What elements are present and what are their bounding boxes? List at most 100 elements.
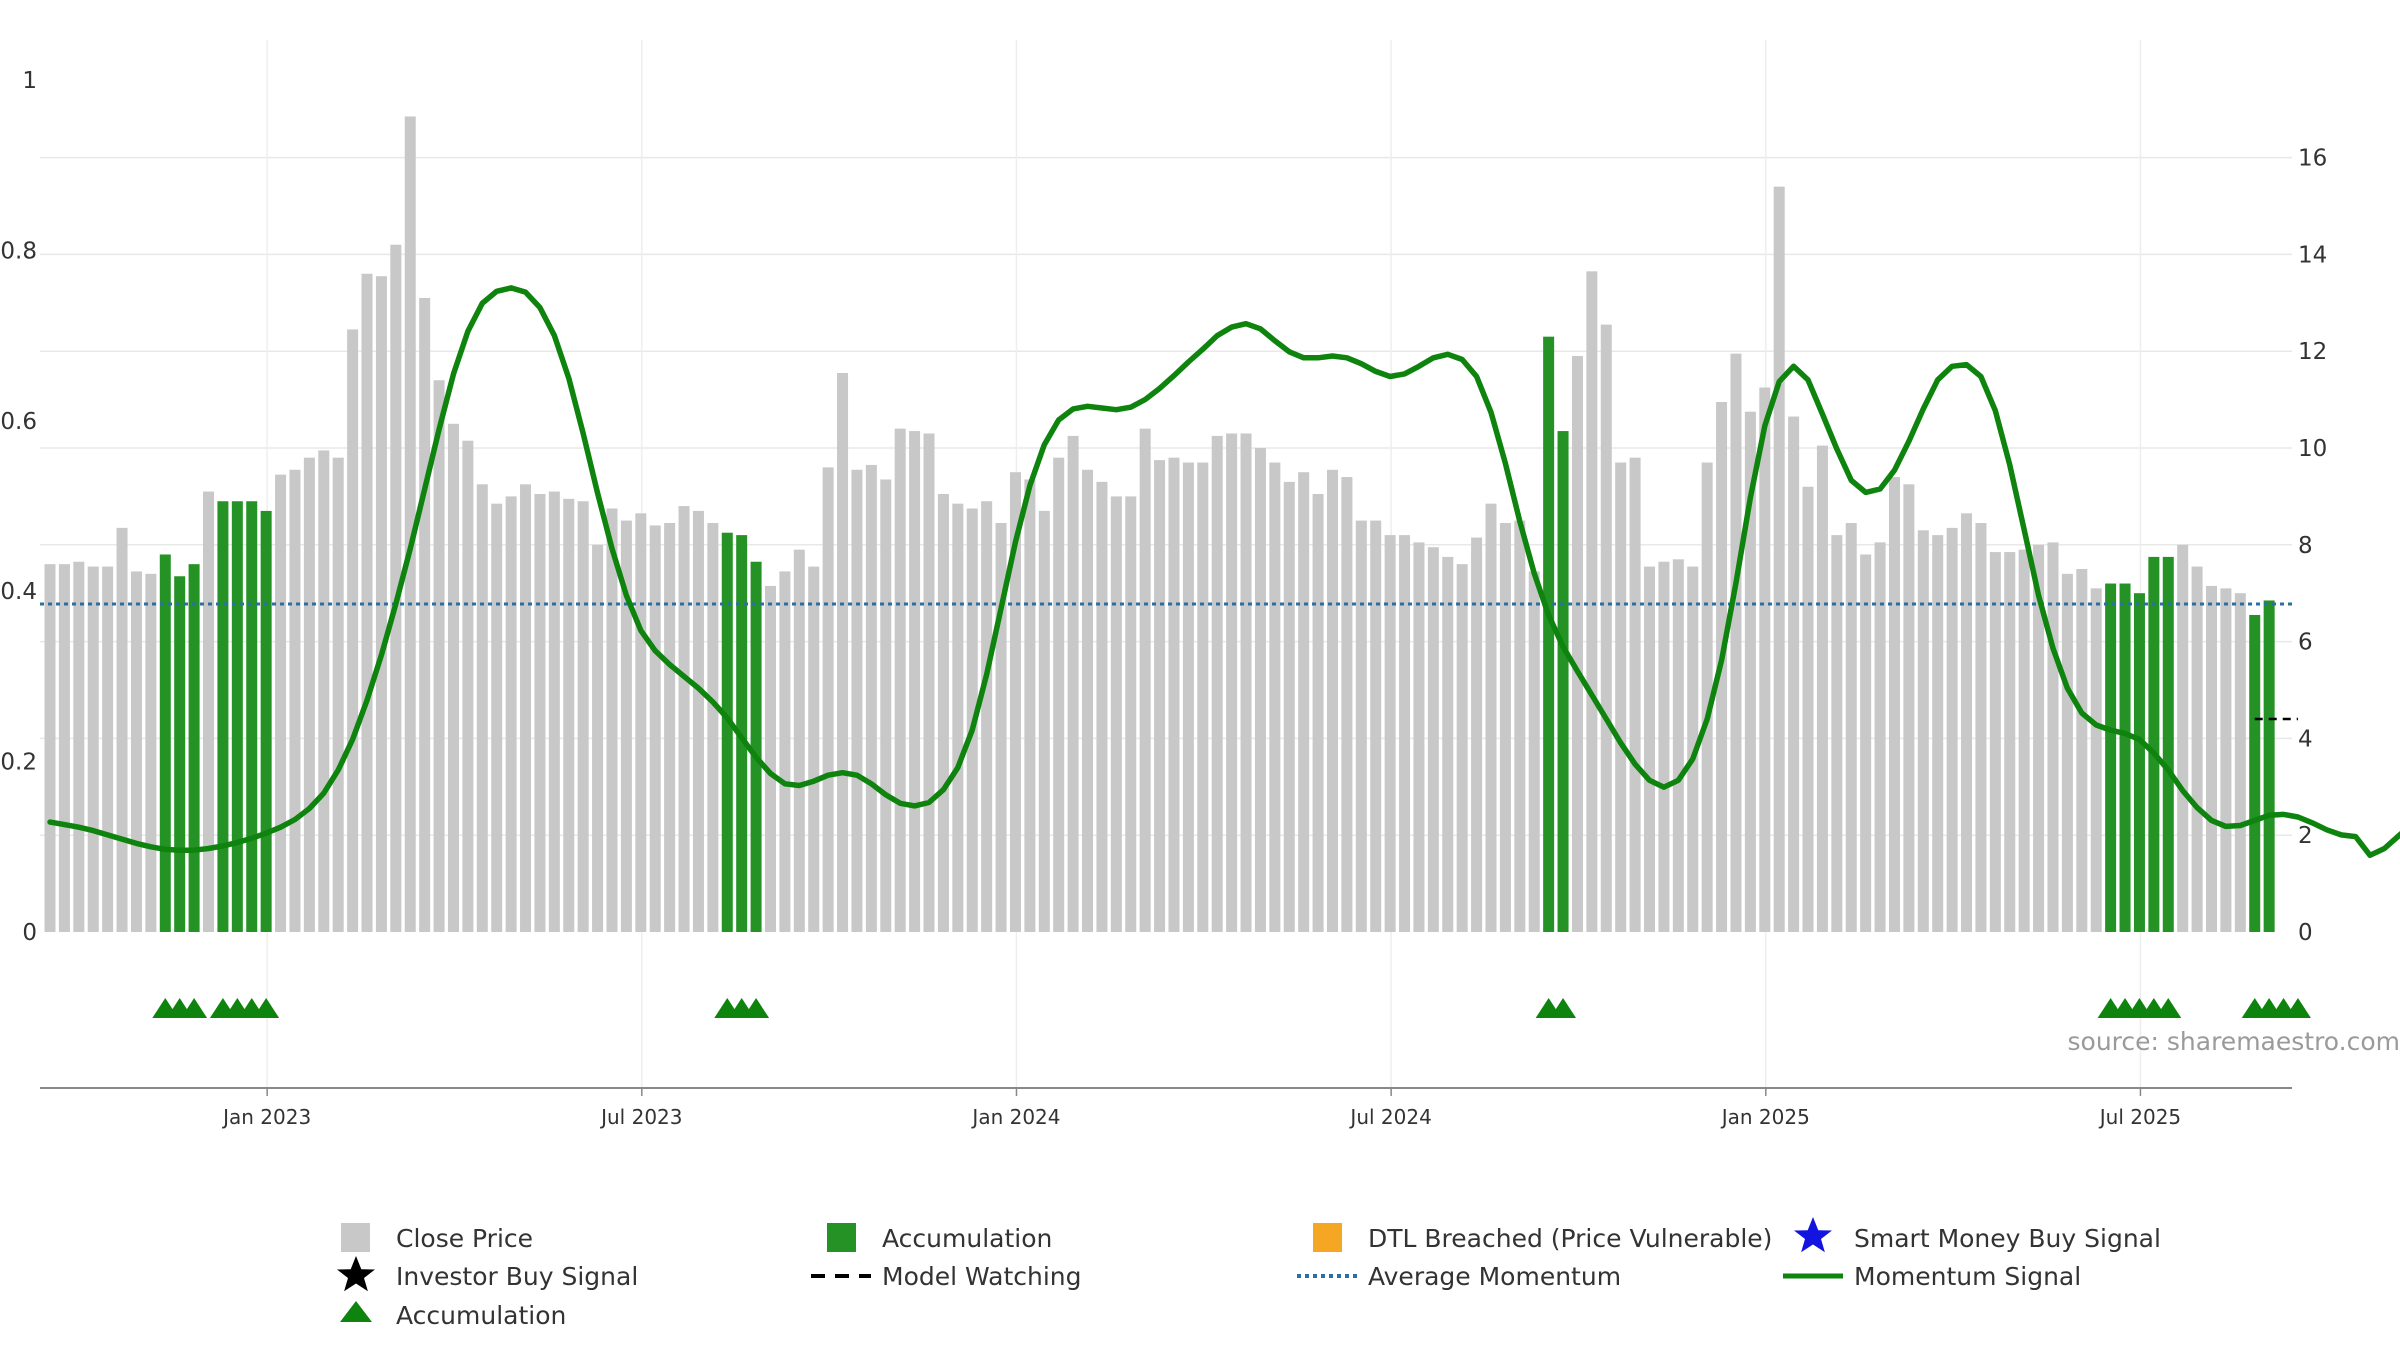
close-price-bar [1860,554,1872,932]
close-price-bar [318,450,330,932]
close-price-bar [433,380,445,932]
close-price-bar [491,503,503,932]
close-price-bar [808,566,820,932]
green-square-icon [827,1223,856,1252]
close-price-bar [2061,573,2073,932]
close-price-bar [2004,552,2016,932]
close-price-bar [1687,566,1699,932]
close-price-bar [909,431,921,932]
x-axis-tick-label: Jul 2025 [2098,1105,2181,1129]
close-price-bar [1917,530,1929,932]
x-axis-tick-label: Jan 2025 [1720,1105,1810,1129]
close-price-bar [1009,472,1021,932]
close-price-bar [592,544,604,932]
close-price-bar [577,501,589,932]
accumulation-bar [188,564,200,932]
accumulation-bar [174,576,186,932]
close-price-bar [1370,520,1382,932]
x-axis-tick-label: Jul 2024 [1348,1105,1431,1129]
close-price-bar [635,513,647,932]
close-price-bar [1298,472,1310,932]
close-price-bar [1615,462,1627,932]
close-price-bar [73,561,85,932]
close-price-bar [361,273,373,932]
grey-square-icon [341,1223,370,1252]
x-axis-tick-label: Jan 2024 [970,1105,1060,1129]
right-axis-tick-label: 4 [2298,726,2313,752]
close-price-bar [1110,496,1122,932]
close-price-bar [1932,535,1944,932]
close-price-bar [2177,544,2189,932]
close-price-bar [1355,520,1367,932]
accumulation-triangle [181,998,208,1018]
close-price-bar [2234,593,2246,932]
close-price-bar [1788,416,1800,932]
left-axis-tick-label: 0.2 [0,750,37,776]
blue-star-icon [1794,1217,1832,1253]
close-price-bar [1154,460,1166,932]
legend-average-momentum: Average Momentum [1368,1262,1621,1291]
close-price-bar [1600,324,1612,933]
close-price-bar [1514,520,1526,932]
close-price-bar [548,491,560,932]
x-axis-tick-label: Jan 2023 [221,1105,311,1129]
accumulation-triangle [743,998,770,1018]
close-price-bar [1961,513,1973,932]
close-price-bar [851,469,863,932]
close-price-bar [1946,527,1958,932]
accumulation-bar [260,510,272,932]
close-price-bar [1096,481,1108,932]
close-price-bar [1427,547,1439,932]
accumulation-triangle [2155,998,2182,1018]
right-axis-tick-label: 14 [2298,242,2327,268]
close-price-bar [87,566,99,932]
legend-smart-money: Smart Money Buy Signal [1854,1224,2161,1253]
momentum-signal-line [47,285,2400,859]
close-price-bar [1341,477,1353,932]
close-price-bar [2018,549,2030,932]
close-price-bar [1326,469,1338,932]
right-axis-tick-label: 16 [2298,146,2327,172]
close-price-bar [822,467,834,932]
close-price-bar [102,566,114,932]
close-price-bar [1831,535,1843,932]
accumulation-bar [2148,556,2160,932]
close-price-bar [837,372,849,933]
close-price-bar [275,474,287,932]
close-price-bar [1658,561,1670,932]
close-price-bar [375,276,387,932]
close-price-bar [1226,433,1238,932]
accumulation-bar [217,501,229,932]
close-price-bar [419,297,431,933]
close-price-bar [1773,186,1785,932]
accumulation-bar [2105,583,2117,932]
close-price-bar [1571,356,1583,932]
accumulation-bar [246,501,258,932]
close-price-bar [1471,537,1483,932]
accumulation-bar [2162,556,2174,932]
close-price-bar [894,428,906,932]
close-price-bar [476,484,488,932]
right-axis-tick-label: 2 [2298,823,2313,849]
close-price-bar [332,457,344,932]
legend-accumulation-bar: Accumulation [882,1224,1052,1253]
close-price-bar [1888,477,1900,932]
close-price-bar [347,329,359,932]
close-price-bar [1168,457,1180,932]
close-price-bar [707,523,719,932]
close-price-bar [1413,542,1425,932]
close-price-bar [1024,479,1036,932]
left-axis-tick-label: 0 [22,920,37,946]
close-price-bar [1082,469,1094,932]
close-price-bar [1139,428,1151,932]
x-axis-tick-label: Jul 2023 [599,1105,682,1129]
green-triangle-icon [340,1301,372,1322]
right-axis-tick-label: 6 [2298,630,2313,656]
close-price-bar [923,433,935,932]
close-price-bar [1197,462,1209,932]
right-axis-tick-label: 10 [2298,436,2327,462]
close-price-bar [1499,523,1511,932]
legend: Close Price Accumulation DTL Breached (P… [337,1217,2161,1330]
close-price-bar [981,501,993,932]
